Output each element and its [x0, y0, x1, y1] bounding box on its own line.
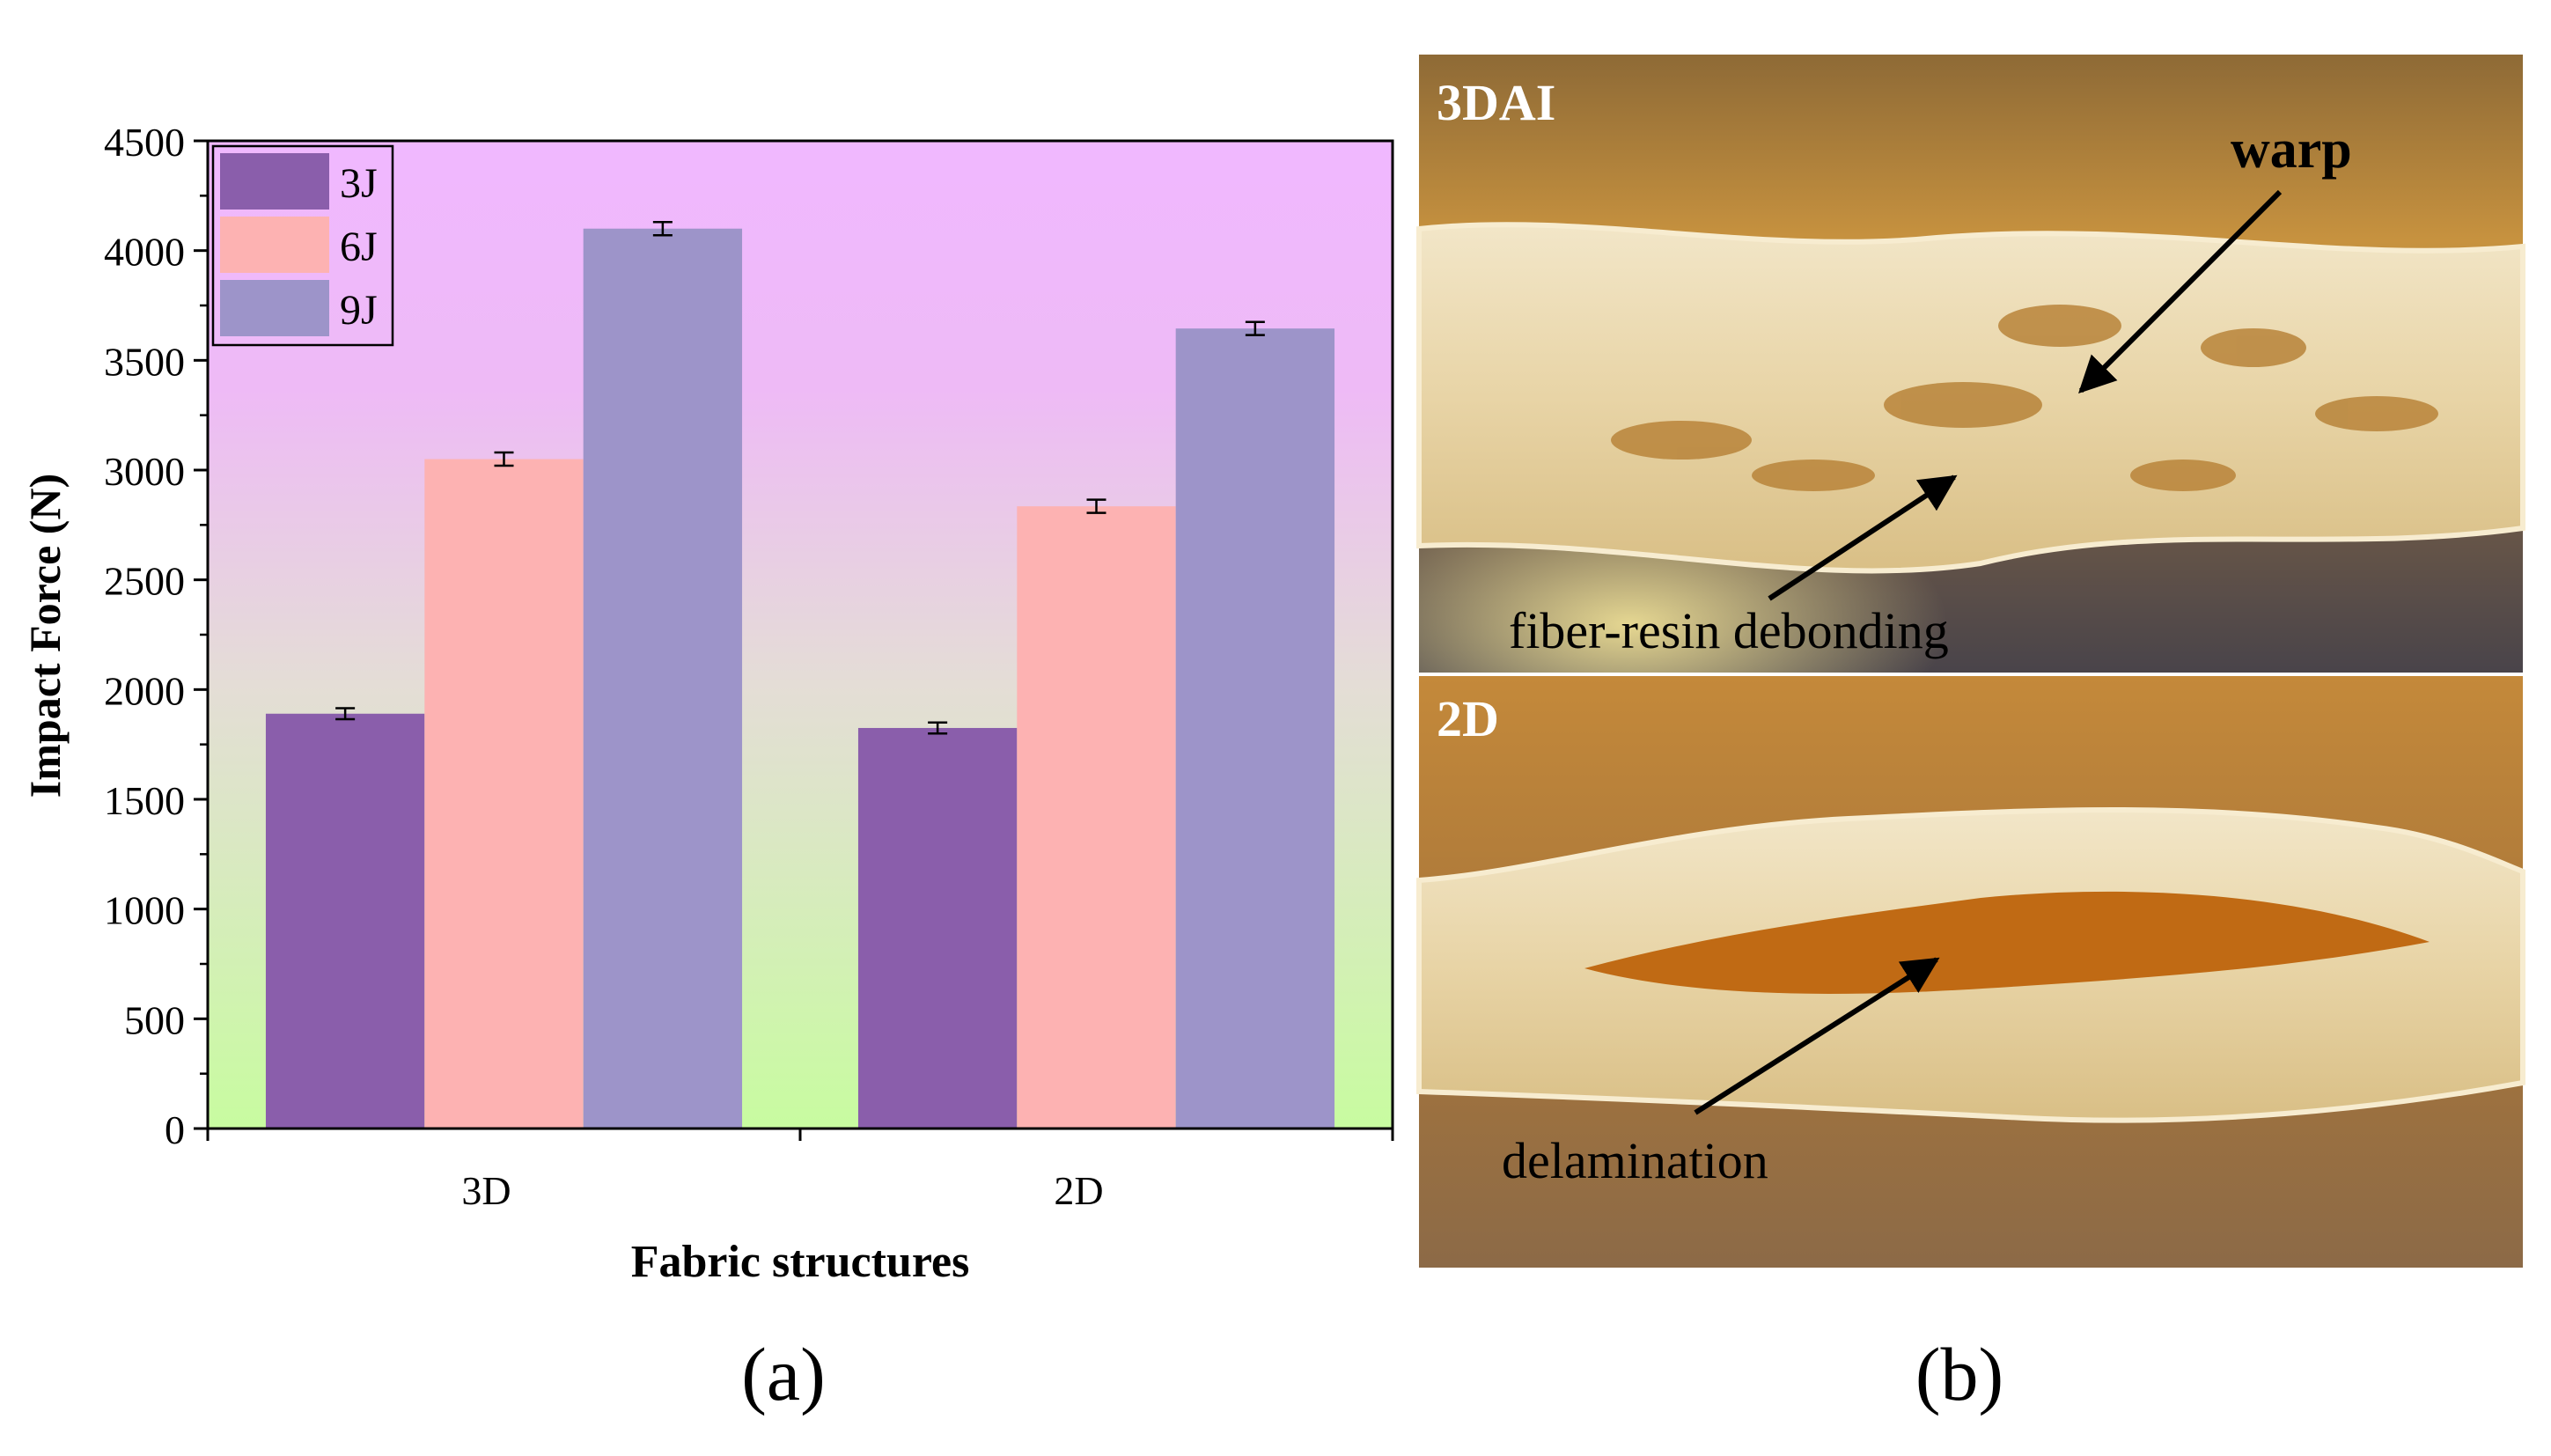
bar-9J-3D [583, 228, 743, 1129]
y-tick-label: 4000 [104, 230, 185, 275]
warp-annotation: warp [2231, 120, 2352, 180]
bar-6J-2D [1017, 506, 1176, 1129]
y-tick-label: 3000 [104, 449, 185, 494]
legend-swatch-6J [220, 217, 329, 273]
y-tick-label: 0 [165, 1107, 185, 1152]
error-bar-3J-3D [335, 707, 356, 721]
y-tick-label: 2000 [104, 668, 185, 713]
error-bars [335, 221, 1265, 735]
delamination-arrow [1694, 957, 1940, 1115]
y-tick-label: 1000 [104, 888, 185, 933]
legend-label-6J: 6J [340, 224, 378, 270]
bar-9J-2D [1175, 328, 1335, 1129]
y-tick-label: 1500 [104, 778, 185, 823]
legend: 3J 6J 9J [211, 144, 394, 347]
legend-swatch-3J [220, 153, 329, 210]
y-tick-label: 500 [124, 997, 185, 1042]
bar-6J-3D [424, 459, 584, 1129]
panel-label-a: (a) [741, 1332, 825, 1416]
x-axis: 3D 2D [206, 1129, 1394, 1213]
x-tick-label: 2D [1054, 1168, 1103, 1213]
legend-frame [211, 144, 394, 347]
photo-3dai: 3DAI warp fiber-resin debonding [1416, 55, 2525, 673]
photo-2d: 2D delamination [1416, 676, 2525, 1268]
bar-3J-2D [857, 727, 1018, 1129]
bar-3J-3D [265, 713, 425, 1129]
error-bar-9J-2D [1245, 320, 1265, 336]
error-bar-9J-3D [652, 221, 673, 237]
delamination-annotation: delamination [1502, 1132, 1768, 1189]
panel-label-b: (b) [1915, 1332, 2003, 1416]
error-bar-6J-2D [1086, 498, 1106, 514]
debond-arrow [1768, 474, 1958, 601]
delamination-gap [1584, 891, 2430, 994]
y-axis-label: Impact Force (N) [20, 474, 70, 798]
bar-chart: 0 500 1000 1500 2000 2500 3000 3500 4000 4500 3D 2… [20, 120, 1394, 1287]
y-tick-label: 2500 [104, 559, 185, 604]
legend-label-9J: 9J [340, 287, 378, 334]
x-axis-label: Fabric structures [631, 1237, 970, 1287]
error-bar-6J-3D [494, 451, 514, 467]
x-tick-label: 3D [461, 1168, 511, 1213]
bars [265, 228, 1335, 1129]
y-axis: 0 500 1000 1500 2000 2500 3000 3500 4000 4500 [104, 120, 208, 1152]
y-tick-label: 3500 [104, 339, 185, 384]
y-tick-label: 4500 [104, 120, 185, 165]
legend-label-3J: 3J [340, 160, 378, 207]
warp-arrow [2078, 189, 2283, 393]
debond-annotation: fiber-resin debonding [1509, 602, 1949, 659]
legend-swatch-9J [220, 280, 329, 336]
photo-3dai-label: 3DAI [1437, 74, 1555, 131]
error-bar-3J-2D [928, 721, 948, 735]
photo-2d-label: 2D [1437, 690, 1499, 747]
